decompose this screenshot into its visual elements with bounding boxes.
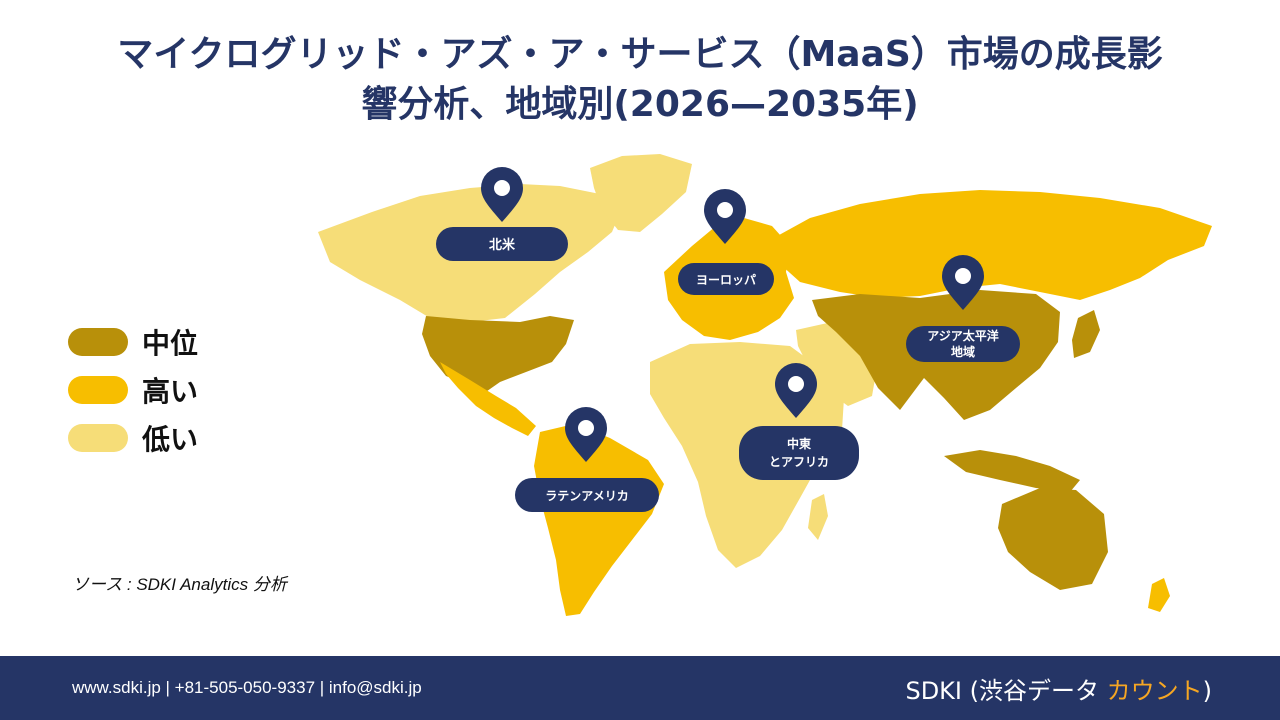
region-label-box (515, 478, 659, 512)
legend-swatch-low (68, 424, 128, 452)
contact-info[interactable]: www.sdki.jp | +81-505-050-9337 | info@sd… (72, 678, 422, 697)
map-new-zealand[interactable] (1148, 578, 1170, 612)
region-label-latin-america: ラテンアメリカ (545, 489, 628, 503)
map-japan[interactable] (1072, 310, 1100, 358)
map-pin-dot (717, 202, 733, 218)
map-pin-dot (788, 376, 804, 392)
source-note: ソース : SDKI Analytics 分析 (72, 575, 287, 594)
map-mexico[interactable] (440, 362, 536, 436)
region-label-mea-line2: とアフリカ (769, 455, 829, 469)
map-south-america[interactable] (534, 424, 664, 616)
map-madagascar[interactable] (808, 494, 828, 540)
map-indonesia[interactable] (944, 450, 1080, 492)
legend-label-low: 低い (142, 423, 199, 456)
legend-swatch-high (68, 376, 128, 404)
region-label-europe: ヨーロッパ (696, 273, 756, 287)
legend-item-low: 低い (68, 414, 198, 462)
page-title: マイクログリッド・アズ・ア・サービス（MaaS）市場の成長影 響分析、地域別(2… (40, 30, 1240, 130)
region-latin-america[interactable]: ラテンアメリカ (515, 407, 659, 512)
map-australia[interactable] (998, 488, 1108, 590)
region-europe[interactable]: ヨーロッパ (678, 189, 774, 295)
legend-item-high: 高い (68, 366, 198, 414)
map-pin-dot (955, 268, 971, 284)
region-north-america[interactable]: 北米 (436, 167, 568, 261)
world-map: 北米 ヨーロッパ アジア太平洋 地域 中東 とアフリカ ラテンアメリカ (318, 154, 1212, 616)
legend-swatch-medium (68, 328, 128, 356)
brand-logo: SDKI (渋谷データ カウント) (905, 671, 1212, 706)
title-line-1: マイクログリッド・アズ・ア・サービス（MaaS）市場の成長影 (117, 34, 1163, 75)
brand-prefix: SDKI (渋谷データ (905, 677, 1107, 705)
map-usa[interactable] (422, 316, 574, 396)
region-label-north-america: 北米 (489, 237, 516, 253)
title-line-2: 響分析、地域別(2026—2035年) (361, 84, 919, 125)
brand-accent: カウント (1106, 677, 1203, 705)
map-pin-dot (494, 180, 510, 196)
legend-label-high: 高い (142, 375, 199, 408)
map-pin-dot (578, 420, 594, 436)
region-label-box (906, 326, 1020, 362)
map-russia[interactable] (770, 190, 1212, 300)
legend-item-medium: 中位 (68, 318, 198, 366)
map-greenland[interactable] (590, 154, 692, 232)
region-label-asia-pacific-line2: 地域 (951, 344, 975, 359)
region-label-box (739, 426, 859, 480)
legend-label-medium: 中位 (142, 327, 199, 360)
region-asia-pacific[interactable]: アジア太平洋 地域 (906, 255, 1020, 362)
brand-suffix: ) (1202, 677, 1212, 705)
region-label-box (436, 227, 568, 261)
region-label-box (678, 263, 774, 295)
region-label-asia-pacific-line1: アジア太平洋 (927, 328, 999, 343)
region-middle-east-africa[interactable]: 中東 とアフリカ (739, 363, 859, 480)
legend: 中位 高い 低い (68, 318, 198, 462)
footer-bar: www.sdki.jp | +81-505-050-9337 | info@sd… (0, 656, 1280, 720)
region-label-mea-line1: 中東 (787, 436, 811, 451)
